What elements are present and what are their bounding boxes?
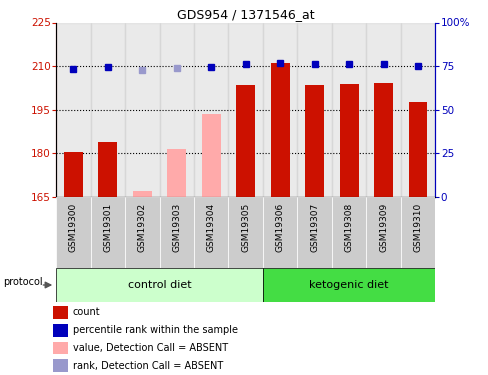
Bar [90,22,125,197]
Text: GSM19306: GSM19306 [275,202,284,252]
Text: GSM19309: GSM19309 [378,202,387,252]
Bar [331,22,366,197]
Bar [305,85,324,197]
Bar [228,22,263,197]
Bar [194,22,228,197]
Text: percentile rank within the sample: percentile rank within the sample [72,325,237,335]
Bar [297,22,331,197]
Bar [159,197,194,268]
Text: count: count [72,307,100,317]
Bar [53,324,68,336]
Bar [98,142,117,197]
Text: GSM19308: GSM19308 [344,202,353,252]
Bar [53,359,68,372]
Text: protocol: protocol [3,277,42,286]
Text: GSM19307: GSM19307 [309,202,319,252]
Text: control diet: control diet [127,280,191,290]
Text: GSM19300: GSM19300 [69,202,78,252]
Bar [167,149,186,197]
Bar [263,268,434,302]
Text: GSM19303: GSM19303 [172,202,181,252]
Bar [159,22,194,197]
Bar [90,197,125,268]
Text: ketogenic diet: ketogenic diet [309,280,388,290]
Bar [53,306,68,319]
Bar [64,152,83,197]
Bar [56,197,90,268]
Bar [400,22,434,197]
Bar [400,197,434,268]
Text: GSM19310: GSM19310 [413,202,422,252]
Bar [125,22,159,197]
Bar [56,268,263,302]
Text: GSM19304: GSM19304 [206,202,215,252]
Bar [297,197,331,268]
Text: value, Detection Call = ABSENT: value, Detection Call = ABSENT [72,343,227,353]
Text: GSM19301: GSM19301 [103,202,112,252]
Title: GDS954 / 1371546_at: GDS954 / 1371546_at [177,8,314,21]
Bar [263,197,297,268]
Bar [407,102,427,197]
Bar [366,197,400,268]
Bar [331,197,366,268]
Bar [56,22,90,197]
Bar [236,85,255,197]
Text: GSM19302: GSM19302 [138,202,146,252]
Bar [339,84,358,197]
Bar [194,197,228,268]
Bar [133,191,152,197]
Text: GSM19305: GSM19305 [241,202,250,252]
Bar [228,197,263,268]
Bar [373,83,392,197]
Bar [366,22,400,197]
Bar [202,114,220,197]
Text: rank, Detection Call = ABSENT: rank, Detection Call = ABSENT [72,361,223,371]
Bar [263,22,297,197]
Bar [53,342,68,354]
Bar [125,197,159,268]
Bar [270,63,289,197]
